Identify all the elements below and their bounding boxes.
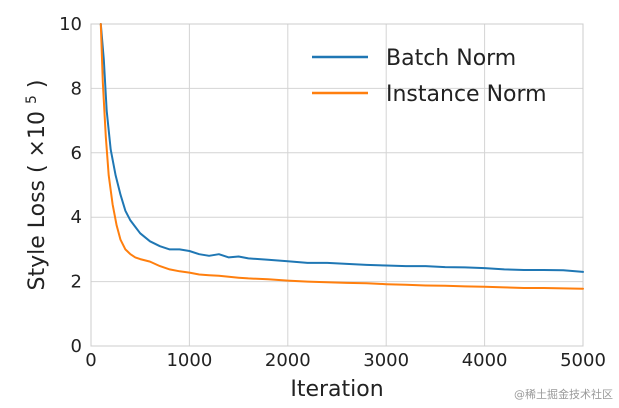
watermark: @稀土掘金技术社区 <box>514 388 613 401</box>
y-axis-label-prefix: Style Loss ( <box>25 164 50 290</box>
y-tick-label: 6 <box>71 143 82 164</box>
y-axis-label: Style Loss ( ×10 5 ) <box>24 79 50 290</box>
x-tick-label: 0 <box>85 350 96 371</box>
x-tick-label: 3000 <box>363 350 409 371</box>
x-tick-label: 2000 <box>265 350 311 371</box>
legend-label-instance-norm: Instance Norm <box>386 82 547 107</box>
x-axis-label: Iteration <box>290 377 383 402</box>
y-tick-label: 2 <box>71 272 82 293</box>
y-tick-label: 0 <box>71 336 82 357</box>
legend-label-batch-norm: Batch Norm <box>386 46 516 71</box>
x-tick-label: 1000 <box>166 350 212 371</box>
y-tick-label: 10 <box>59 14 82 35</box>
grid <box>90 23 584 347</box>
y-tick-labels: 0 2 4 6 8 10 <box>59 14 82 357</box>
x-tick-labels: 0 1000 2000 3000 4000 5000 <box>85 350 606 371</box>
series-layer <box>99 23 584 290</box>
x-tick-label: 4000 <box>462 350 508 371</box>
legend: Batch Norm Instance Norm <box>312 46 547 107</box>
y-axis-label-times: ×10 <box>25 111 50 157</box>
y-axis-label-suffix: ) <box>25 79 50 88</box>
x-tick-label: 5000 <box>560 350 606 371</box>
y-tick-label: 8 <box>71 78 82 99</box>
y-tick-label: 4 <box>71 207 82 228</box>
series-line-batch-norm <box>99 23 584 273</box>
y-axis-label-exponent: 5 <box>24 95 40 104</box>
plot-frame <box>90 23 584 347</box>
series-line-instance-norm <box>99 23 584 290</box>
